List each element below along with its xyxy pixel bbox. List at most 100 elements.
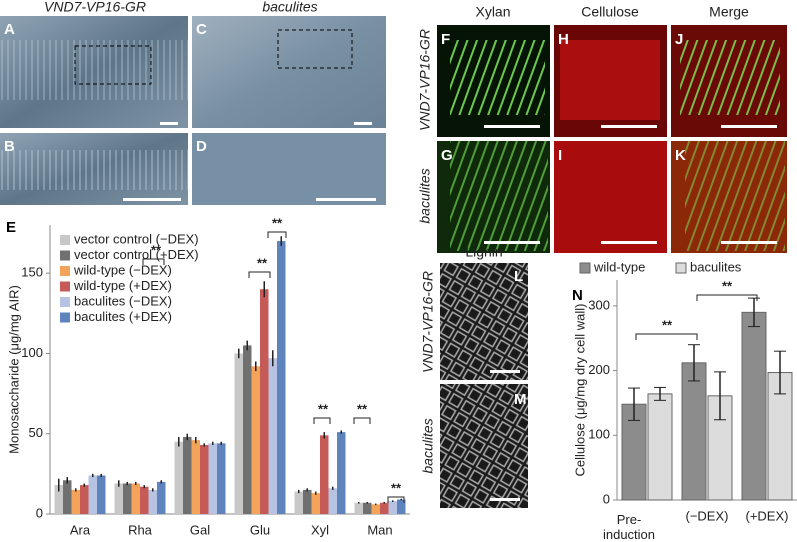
bar	[243, 345, 252, 514]
bar	[123, 483, 132, 514]
significance-bracket	[313, 417, 331, 424]
bar	[148, 489, 157, 514]
panel-letter: L	[514, 268, 523, 285]
bar	[647, 393, 673, 501]
significance-bracket	[696, 294, 758, 301]
legend-swatch	[60, 266, 70, 276]
bar	[311, 493, 320, 514]
x-tick-label: Xyl	[311, 522, 329, 537]
bar	[80, 485, 89, 514]
bar	[354, 502, 363, 514]
micrograph-texture	[560, 40, 660, 120]
legend-label: wild-type (+DEX)	[73, 278, 172, 293]
panel-letter: D	[196, 138, 207, 155]
panel-letter: N	[572, 287, 583, 304]
zoom-box	[74, 45, 152, 85]
x-tick-label: (−DEX)	[686, 508, 729, 523]
legend-label: vector control (−DEX)	[74, 231, 199, 246]
panel-letter: B	[4, 138, 15, 155]
panel-letter: G	[441, 147, 453, 164]
x-tick-label: Pre-induction	[602, 512, 656, 542]
bar	[277, 241, 286, 515]
scale-bar	[490, 498, 520, 501]
significance-label: **	[257, 255, 268, 270]
y-tick-label: 200	[588, 362, 610, 377]
bar	[303, 489, 312, 514]
bar	[191, 440, 200, 514]
legend-label: baculites	[690, 259, 742, 274]
bar	[208, 443, 217, 514]
scale-bars	[484, 125, 777, 244]
legend-swatch	[60, 281, 70, 292]
significance-label: **	[272, 215, 283, 230]
scale-bar	[123, 198, 181, 201]
bar	[174, 441, 183, 514]
bar	[268, 358, 277, 514]
micrograph	[192, 16, 386, 128]
scale-bar	[160, 122, 178, 125]
significance-label: **	[722, 278, 733, 293]
bar	[63, 480, 72, 514]
bar	[337, 432, 346, 514]
row-header: VND7-VP16-GR	[420, 271, 436, 373]
bar	[260, 289, 269, 514]
significance-bracket	[142, 258, 165, 265]
bar	[328, 488, 337, 514]
y-tick-label: 100	[588, 427, 610, 442]
bar	[157, 481, 166, 514]
bar	[397, 499, 406, 514]
bar	[234, 353, 243, 514]
legend-swatch	[579, 262, 591, 274]
bar	[54, 485, 63, 514]
bar	[371, 504, 380, 514]
significance-label: **	[318, 401, 329, 416]
micrograph-texture	[0, 150, 188, 190]
panel-letter: F	[441, 31, 450, 48]
bar	[251, 366, 260, 514]
significance-bracket	[635, 333, 698, 340]
significance-bracket	[387, 496, 405, 503]
panel-letter: I	[558, 147, 562, 164]
micrograph-texture	[440, 263, 528, 380]
bar	[363, 502, 372, 514]
micrograph-texture	[0, 40, 188, 100]
column-header: baculites	[262, 0, 317, 15]
bar	[681, 362, 707, 501]
micrograph	[554, 141, 667, 253]
bar	[388, 501, 397, 514]
bar	[88, 475, 97, 514]
panel-letter: M	[514, 391, 527, 408]
significance-label: **	[391, 480, 402, 495]
significance-label: **	[662, 317, 673, 332]
legend-swatch	[60, 312, 70, 323]
legend-label: wild-type	[593, 259, 645, 274]
panel-letter: C	[196, 21, 207, 38]
scale-bar	[316, 198, 376, 201]
column-header: Xylan	[475, 4, 510, 20]
legend-swatch	[60, 297, 70, 307]
bar	[131, 483, 140, 514]
row-header: VND7-VP16-GR	[417, 29, 433, 131]
legend-label: baculites (+DEX)	[74, 309, 172, 324]
bar	[183, 436, 192, 514]
x-tick-label: Ara	[70, 522, 91, 537]
scale-bar	[354, 122, 372, 125]
bar	[320, 435, 329, 514]
panel-letter: H	[558, 31, 569, 48]
legend-label: baculites (−DEX)	[74, 293, 172, 308]
legend-swatch	[675, 262, 687, 274]
x-tick-label: Rha	[128, 522, 153, 537]
panel-letter: E	[6, 219, 16, 236]
x-tick-label: Glu	[250, 522, 270, 537]
bar	[97, 475, 106, 514]
legend-swatch	[60, 235, 70, 245]
bar	[217, 443, 226, 514]
y-tick-label: 0	[36, 505, 43, 520]
bar	[200, 444, 209, 514]
x-tick-label: Gal	[190, 522, 210, 537]
y-tick-label: 0	[603, 491, 610, 506]
column-header: Cellulose	[581, 4, 639, 20]
bar	[71, 489, 80, 514]
bar	[140, 486, 149, 514]
